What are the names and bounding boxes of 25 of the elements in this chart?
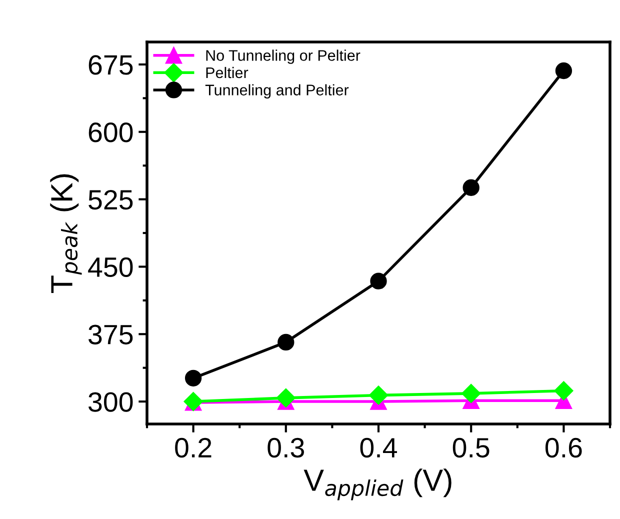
point: [368, 386, 388, 405]
y-tick-label: 300: [88, 392, 133, 412]
point: [555, 62, 572, 80]
point: [554, 381, 574, 400]
x-tick-label: 0.5: [452, 438, 490, 458]
point: [370, 272, 387, 290]
point: [462, 384, 481, 403]
y-tick-label: 525: [88, 190, 133, 210]
legend-label: Peltier: [206, 66, 248, 78]
x-tick-label: 0.2: [175, 438, 212, 458]
point: [276, 388, 296, 408]
y-tick-label: 450: [88, 257, 133, 278]
y-tick-label: 675: [88, 55, 133, 75]
legend-label: Tunneling and Peltier: [205, 84, 349, 98]
y-tick-label: 600: [88, 122, 133, 142]
point: [184, 370, 202, 386]
point: [278, 334, 294, 351]
x-axis-title: V$_{applied}$ (V): [304, 468, 452, 500]
x-tick-label: 0.3: [268, 438, 304, 458]
x-tick-label: 0.6: [545, 438, 582, 458]
y-axis-title: T$_{peak}$ (K): [50, 174, 82, 293]
legend-label: No Tunneling or Peltier: [206, 50, 360, 64]
point: [462, 179, 480, 196]
y-tick-label: 375: [88, 324, 133, 344]
x-tick-label: 0.4: [360, 438, 397, 458]
